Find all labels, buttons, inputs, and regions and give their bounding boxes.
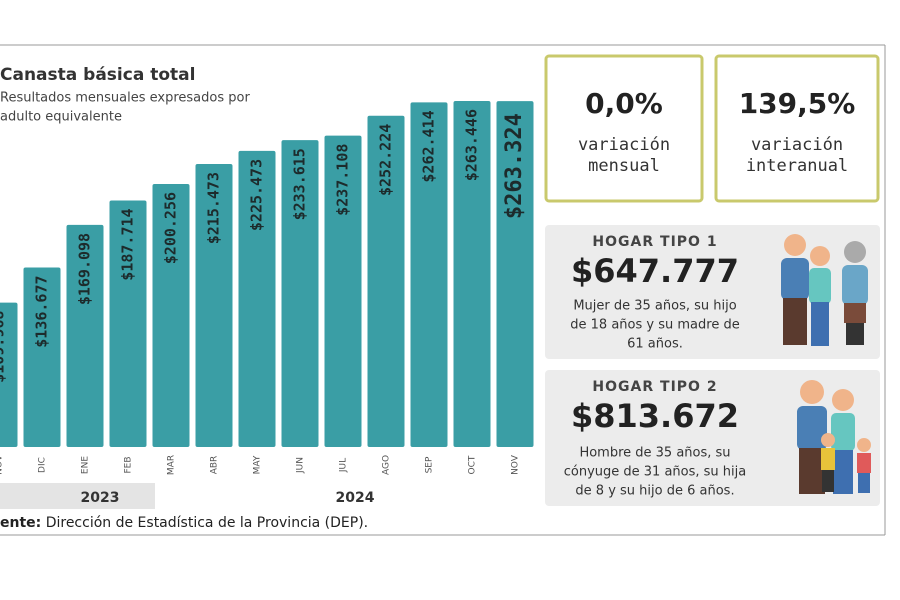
year-label: 2024 xyxy=(336,490,375,506)
value-label: $263.446 xyxy=(463,109,481,181)
source: ente: Dirección de Estadística de la Pro… xyxy=(0,515,368,531)
bar xyxy=(152,183,190,448)
bar xyxy=(195,164,233,447)
value-label: $262.414 xyxy=(420,110,438,182)
value-label: $200.256 xyxy=(162,192,180,264)
value-label: $233.615 xyxy=(291,148,309,220)
kpi-label: variación xyxy=(751,135,843,155)
household-description: Mujer de 35 años, su hijo xyxy=(573,299,736,314)
x-tick-label: FEB xyxy=(124,456,134,473)
bar xyxy=(0,302,18,447)
bar xyxy=(66,224,104,447)
household-amount: $813.672 xyxy=(571,397,739,435)
household-amount: $647.777 xyxy=(571,252,739,290)
x-tick-label: SEP xyxy=(425,456,435,473)
family-icon xyxy=(781,234,868,346)
kpi-box xyxy=(544,54,704,203)
kpi-value: 0,0% xyxy=(585,87,663,120)
value-label: $215.473 xyxy=(205,172,223,244)
bar xyxy=(496,101,534,448)
x-tick-label: NOV xyxy=(511,454,521,475)
value-label: $263.324 xyxy=(502,113,527,219)
household-description: Hombre de 35 años, su xyxy=(579,446,730,461)
value-label: $169.098 xyxy=(76,233,94,305)
family-icon xyxy=(797,380,871,494)
chart-subtitle: Resultados mensuales expresados por xyxy=(0,91,250,106)
bar xyxy=(109,200,147,447)
kpi-label: interanual xyxy=(746,156,848,176)
x-tick-label: AGO xyxy=(382,455,392,475)
x-tick-label: ENE xyxy=(81,456,91,474)
household-description: de 18 años y su madre de xyxy=(570,318,739,333)
bar xyxy=(324,135,362,447)
bar xyxy=(410,102,448,447)
chart-subtitle: adulto equivalente xyxy=(0,110,122,125)
household-description: cónyuge de 31 años, su hija xyxy=(564,465,746,480)
year-label: 2023 xyxy=(81,490,120,506)
value-label: $187.714 xyxy=(119,208,137,280)
x-tick-label: JUL xyxy=(339,458,349,473)
bar xyxy=(281,140,319,448)
chart-title: Canasta básica total xyxy=(0,65,195,85)
value-label: $237.108 xyxy=(334,144,352,216)
x-tick-label: OCT xyxy=(468,455,478,474)
kpi-label: variación xyxy=(578,135,670,155)
value-label: $109.968 xyxy=(0,311,8,383)
bar xyxy=(453,101,491,447)
household-description: de 8 y su hijo de 6 años. xyxy=(575,484,734,499)
household-title: HOGAR TIPO 2 xyxy=(592,379,717,395)
bar xyxy=(23,267,61,447)
value-label: $136.677 xyxy=(33,275,51,347)
x-tick-label: ABR xyxy=(210,456,220,475)
value-label: $225.473 xyxy=(248,159,266,231)
household-description: 61 años. xyxy=(627,337,683,352)
source-text: Dirección de Estadística de la Provincia… xyxy=(46,515,368,531)
source-label: ente: xyxy=(0,515,41,531)
x-tick-label: MAY xyxy=(253,455,263,474)
x-tick-label: NOV xyxy=(0,454,5,475)
household-card xyxy=(545,370,880,506)
household-title: HOGAR TIPO 1 xyxy=(592,234,717,250)
kpi-box xyxy=(714,54,880,203)
x-tick-label: DIC xyxy=(38,457,48,473)
kpi-value: 139,5% xyxy=(739,87,856,120)
bar xyxy=(367,115,405,447)
kpi-label: mensual xyxy=(588,156,660,176)
value-label: $252.224 xyxy=(377,124,395,196)
year-band xyxy=(0,483,155,509)
x-tick-label: MAR xyxy=(167,455,177,475)
bar xyxy=(238,150,276,447)
x-tick-label: JUN xyxy=(296,457,306,474)
